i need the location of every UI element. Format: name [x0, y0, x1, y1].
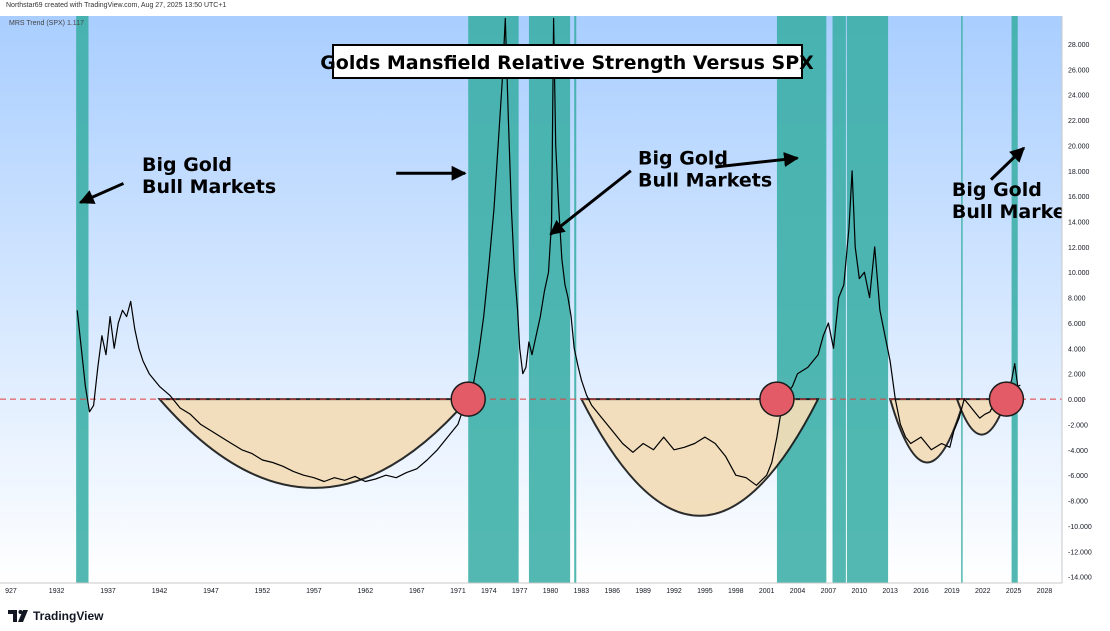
annotation-text: Bull Markets: [638, 169, 772, 191]
x-tick-label: 1992: [666, 588, 682, 595]
annotation-arrow: [715, 152, 800, 169]
y-tick-label: 14.000: [1068, 219, 1090, 226]
y-tick-label: 12.000: [1068, 245, 1090, 252]
x-tick-label: 2019: [944, 588, 960, 595]
annotation-text: Bull Market: [952, 201, 1075, 223]
x-tick-label: 2001: [759, 588, 775, 595]
y-axis-panel: [1062, 16, 1110, 583]
y-tick-label: 2.000: [1068, 372, 1086, 379]
chart-credit: Northstar69 created with TradingView.com…: [6, 2, 227, 9]
bull-market-band: [528, 16, 571, 583]
y-tick-label: 28.000: [1068, 42, 1090, 49]
breakout-marker: [759, 381, 795, 417]
y-tick-label: 18.000: [1068, 169, 1090, 176]
y-tick-label: 8.000: [1068, 296, 1086, 303]
brand-name: TradingView: [33, 609, 104, 623]
y-tick-label: -4.000: [1068, 448, 1088, 455]
bull-market-band: [468, 16, 519, 583]
bull-market-band: [832, 16, 846, 583]
mrs-series-line[interactable]: [76, 17, 1021, 486]
x-tick-label: 1962: [358, 588, 374, 595]
annotation-text: Bull Markets: [142, 176, 276, 198]
x-tick-label: 2028: [1037, 588, 1053, 595]
annotation-arrow: [78, 182, 125, 204]
title-box: [332, 44, 803, 79]
annotation-text: Big Gold: [952, 179, 1042, 201]
x-tick-label: 1971: [450, 588, 466, 595]
y-tick-label: -2.000: [1068, 422, 1088, 429]
y-tick-label: 20.000: [1068, 143, 1090, 150]
annotation-text: Big Gold: [142, 154, 232, 176]
bull-market-band: [776, 16, 827, 583]
x-tick-label: 2004: [790, 588, 806, 595]
x-tick-label: 1989: [635, 588, 651, 595]
x-tick-label: 2016: [913, 588, 929, 595]
x-tick-label: 2025: [1006, 588, 1022, 595]
x-tick-label: 1974: [481, 588, 497, 595]
x-tick-label: 1986: [605, 588, 621, 595]
x-tick-label: 1942: [152, 588, 168, 595]
x-tick-label: 927: [5, 588, 17, 595]
y-tick-label: 4.000: [1068, 346, 1086, 353]
rounded-base: [888, 398, 966, 464]
indicator-label: MRS Trend (SPX) 1.117: [9, 20, 84, 27]
breakout-marker: [450, 381, 486, 417]
bull-market-band: [574, 16, 577, 583]
bull-market-band: [76, 16, 89, 583]
x-tick-label: 1932: [49, 588, 65, 595]
x-tick-label: 1952: [255, 588, 271, 595]
brand-footer[interactable]: TradingView: [8, 607, 103, 625]
x-tick-label: 1937: [100, 588, 116, 595]
x-tick-label: 2022: [975, 588, 991, 595]
x-tick-label: 2010: [851, 588, 867, 595]
annotation-text: Big Gold: [638, 147, 728, 169]
y-tick-label: 10.000: [1068, 270, 1090, 277]
x-axis-panel: [0, 583, 1110, 599]
bull-market-band: [1011, 16, 1018, 583]
breakout-marker: [988, 381, 1025, 417]
y-tick-label: 22.000: [1068, 118, 1090, 125]
y-tick-label: -10.000: [1068, 524, 1092, 531]
bull-market-band: [961, 16, 963, 583]
bull-market-band: [846, 16, 889, 583]
y-tick-label: 6.000: [1068, 321, 1086, 328]
x-tick-label: 1980: [543, 588, 559, 595]
x-tick-label: 1995: [697, 588, 713, 595]
x-tick-label: 1947: [203, 588, 219, 595]
x-tick-label: 2007: [821, 588, 837, 595]
rounded-base: [579, 398, 820, 517]
x-tick-label: 1977: [512, 588, 528, 595]
y-tick-label: 24.000: [1068, 93, 1090, 100]
y-tick-label: 0.000: [1068, 397, 1086, 404]
x-tick-label: 1983: [574, 588, 590, 595]
y-tick-label: -12.000: [1068, 549, 1092, 556]
y-tick-label: -6.000: [1068, 473, 1088, 480]
tradingview-logo-icon: [8, 610, 28, 622]
y-tick-label: 16.000: [1068, 194, 1090, 201]
x-tick-label: 2013: [882, 588, 898, 595]
x-tick-label: 1967: [409, 588, 425, 595]
annotation-arrow: [549, 169, 632, 236]
x-tick-label: 1957: [306, 588, 322, 595]
y-tick-label: -14.000: [1068, 575, 1092, 582]
y-tick-label: 26.000: [1068, 67, 1090, 74]
rounded-base: [157, 398, 471, 489]
x-tick-label: 1998: [728, 588, 744, 595]
chart-title: Golds Mansfield Relative Strength Versus…: [320, 52, 814, 74]
y-tick-label: -8.000: [1068, 499, 1088, 506]
annotation-arrow: [989, 146, 1026, 181]
